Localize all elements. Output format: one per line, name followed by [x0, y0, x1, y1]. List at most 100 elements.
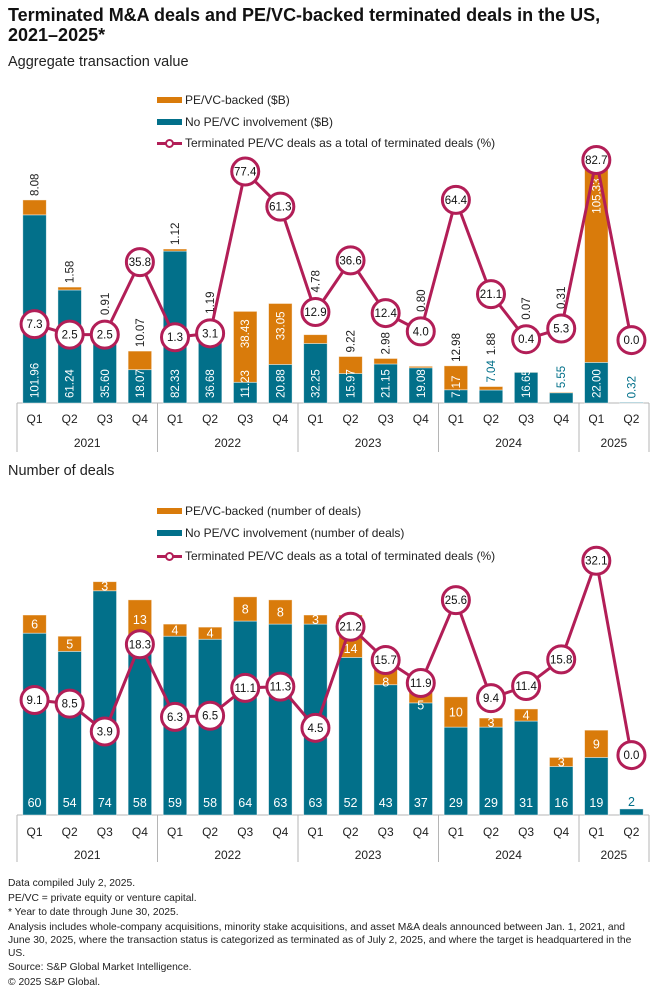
- value-label-pe-vc-backed: 3: [312, 613, 319, 627]
- x-tick-label: Q1: [588, 412, 604, 426]
- x-tick-label: Q4: [132, 412, 148, 426]
- bar-pe-vc-backed: [549, 391, 574, 394]
- x-group-label: 2022: [214, 848, 241, 862]
- value-label-pe-vc-backed: 8: [242, 602, 249, 616]
- bar-no-pe-vc: [57, 650, 82, 816]
- line-marker: [195, 700, 226, 731]
- line-marker: [335, 611, 366, 642]
- line-value-label: 77.4: [234, 167, 257, 179]
- line-marker: [300, 712, 331, 743]
- bar-pe-vc-backed: [408, 365, 433, 369]
- footer-notes: Data compiled July 2, 2025. PE/VC = priv…: [8, 877, 636, 990]
- bar-pe-vc-backed: [92, 581, 117, 592]
- x-tick-label: Q4: [132, 825, 148, 839]
- bar-pe-vc-backed: [57, 286, 82, 291]
- line-marker: [511, 671, 542, 702]
- value-label-pe-vc-backed: 1.58: [65, 261, 77, 283]
- line-marker: [124, 629, 155, 660]
- pe-vc-share-line: [34, 559, 633, 756]
- x-tick-label: Q3: [518, 412, 534, 426]
- line-marker: [476, 279, 506, 310]
- bar-pe-vc-backed: [162, 248, 188, 252]
- x-group-label: 2025: [601, 848, 628, 862]
- x-axis: 2021 2022 2023 2024 2025 Q1 Q2 Q3 Q4 Q1 Q2 Q3 Q4 Q1 Q2…: [16, 814, 650, 862]
- note-ytd: * Year to date through June 30, 2025.: [8, 907, 179, 918]
- note-abbreviation: PE/VC = private equity or venture capita…: [8, 892, 197, 904]
- legend-item-pe-vc-backed: PE/VC-backed ($B): [157, 92, 290, 108]
- line-marker: [476, 683, 506, 714]
- chart-2: 2021 2022 2023 2024 2025 Q1 Q2 Q3 Q4 Q1 Q2 Q3 Q4 Q1 Q2…: [16, 545, 650, 862]
- x-tick-label: Q1: [307, 825, 323, 839]
- line-value-label: 25.6: [445, 595, 467, 607]
- line-value-label: 6.3: [167, 712, 183, 724]
- note-compiled: Data compiled July 2, 2025.: [8, 878, 136, 889]
- x-tick-label: Q2: [343, 412, 359, 426]
- line-value-label: 11.9: [410, 678, 432, 690]
- value-label-pe-vc-backed: 4.78: [310, 270, 322, 292]
- pe-vc-share-line-series: 9.1 8.5 3.9 18.3 6.3 6.5 11.1 11.3 4.5 21.2 15.7 11…: [19, 545, 647, 771]
- bar-no-pe-vc: [549, 392, 574, 404]
- bar-pe-vc-backed: [233, 310, 258, 383]
- bar-no-pe-vc: [22, 632, 47, 816]
- value-label-pe-vc-backed: 0.07: [521, 297, 533, 319]
- legend-label: Terminated PE/VC deals as a total of ter…: [185, 136, 496, 150]
- bar-pe-vc-backed: [127, 350, 153, 371]
- value-label-no-pe-vc: 36.68: [205, 369, 217, 398]
- line-value-label: 3.9: [97, 726, 113, 738]
- bar-pe-vc-backed: [57, 635, 82, 652]
- value-label-no-pe-vc: 58: [203, 796, 217, 810]
- pe-vc-share-line-series: 7.3 2.5 2.5 35.8 1.3 3.1 77.4 61.3 12.9 36.6 12.4 4…: [19, 145, 647, 356]
- line-value-label: 12.4: [374, 308, 397, 320]
- x-tick-label: Q4: [413, 825, 429, 839]
- value-label-no-pe-vc: 64: [238, 796, 252, 810]
- value-label-no-pe-vc: 54: [63, 796, 77, 810]
- x-tick-label: Q2: [343, 825, 359, 839]
- line-value-label: 21.2: [339, 622, 361, 634]
- legend-item-pe-vc-backed: PE/VC-backed (number of deals): [157, 503, 361, 519]
- value-label-no-pe-vc: 74: [98, 796, 112, 810]
- legend-label: No PE/VC involvement ($B): [185, 114, 334, 129]
- value-label-no-pe-vc: 22.00: [591, 369, 603, 398]
- note-analysis: Analysis includes whole-company acquisit…: [8, 921, 632, 959]
- line-marker: [335, 245, 366, 276]
- legend-line-dot: [165, 551, 174, 561]
- line-marker: [370, 645, 401, 676]
- line-value-label: 1.3: [167, 332, 183, 344]
- line-value-label: 7.3: [27, 319, 43, 331]
- value-label-pe-vc-backed: 14: [344, 642, 358, 656]
- bar-pe-vc-backed: [268, 599, 293, 625]
- chart-1: 2021 2022 2023 2024 2025 Q1 Q2 Q3 Q4 Q1 Q2 Q3 Q4 Q1 Q2…: [16, 145, 650, 452]
- x-tick-label: Q2: [202, 825, 218, 839]
- x-tick-label: Q3: [378, 825, 394, 839]
- line-marker: [19, 684, 50, 715]
- line-marker: [616, 740, 647, 771]
- x-tick-label: Q4: [272, 412, 288, 426]
- line-marker: [616, 325, 647, 356]
- value-label-no-pe-vc: 20.88: [275, 369, 287, 398]
- line-value-label: 11.4: [515, 681, 537, 693]
- chart-2-subtitle: Number of deals: [8, 463, 115, 479]
- x-tick-label: Q3: [97, 825, 113, 839]
- value-label-no-pe-vc: 2: [628, 795, 635, 809]
- value-label-pe-vc-backed: 8: [277, 605, 284, 619]
- x-tick-label: Q3: [518, 825, 534, 839]
- value-label-no-pe-vc: 18.07: [135, 369, 147, 398]
- line-marker: [581, 545, 612, 576]
- value-label-pe-vc-backed: 13: [133, 613, 147, 627]
- x-group-label: 2021: [74, 848, 101, 862]
- value-label-no-pe-vc: 7.04: [486, 360, 498, 383]
- value-label-no-pe-vc: 29: [484, 796, 498, 810]
- bar-pe-vc-backed: [373, 358, 398, 365]
- x-group-label: 2023: [355, 436, 382, 450]
- legend-label: PE/VC-backed (number of deals): [185, 504, 362, 518]
- value-label-pe-vc-backed: 9: [593, 737, 600, 751]
- bar-pe-vc-backed: [22, 614, 47, 634]
- value-label-no-pe-vc: 19.08: [416, 369, 428, 398]
- note-copyright: © 2025 S&P Global.: [8, 976, 101, 988]
- legend-swatch-pe-vc-backed: [157, 97, 182, 103]
- value-label-pe-vc-backed: 10: [449, 705, 463, 719]
- line-value-label: 11.3: [270, 682, 292, 694]
- x-tick-label: Q2: [202, 412, 218, 426]
- value-label-no-pe-vc: 16: [554, 796, 568, 810]
- legend-line-marker-icon: [157, 550, 182, 562]
